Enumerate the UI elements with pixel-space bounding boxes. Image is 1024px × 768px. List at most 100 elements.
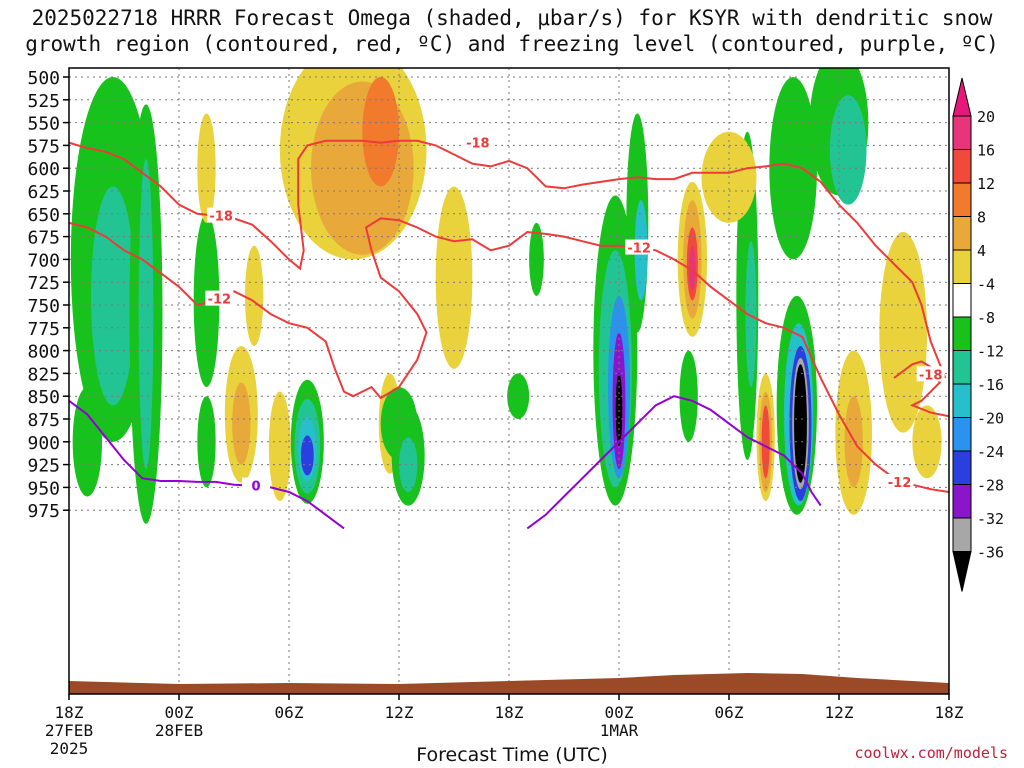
y-tick-label-625: 625 bbox=[27, 182, 60, 203]
credit-text: coolwx.com/models bbox=[854, 744, 1008, 762]
terrain-fill bbox=[69, 673, 949, 694]
omega-blob-7 bbox=[197, 396, 216, 488]
y-tick-label-875: 875 bbox=[27, 410, 60, 431]
y-tick-label-900: 900 bbox=[27, 433, 60, 454]
y-tick-label-650: 650 bbox=[27, 205, 60, 226]
x-tick-label-8: 18Z bbox=[935, 703, 964, 722]
x-tick-label-3: 12Z bbox=[385, 703, 414, 722]
contour-label-bg-2 bbox=[205, 290, 234, 306]
omega-blob-22 bbox=[435, 186, 473, 369]
colorbar-swatch-11 bbox=[952, 484, 972, 519]
y-tick-label-600: 600 bbox=[27, 159, 60, 180]
x-axis-title: Forecast Time (UTC) bbox=[416, 744, 608, 766]
y-tick-label-550: 550 bbox=[27, 114, 60, 135]
y-tick-label-725: 725 bbox=[27, 273, 60, 294]
freezing-contour-zero-a bbox=[69, 399, 345, 530]
colorbar-label-6: -8 bbox=[977, 309, 995, 327]
y-tick-label-575: 575 bbox=[27, 136, 60, 157]
x-tick-sublabel-0-0: 27FEB bbox=[45, 721, 93, 740]
colorbar-swatch-0 bbox=[952, 115, 972, 150]
omega-blob-34 bbox=[689, 245, 696, 292]
colorbar-swatch-10 bbox=[952, 450, 972, 485]
colorbar-swatch-8 bbox=[952, 383, 972, 418]
omega-blob-54 bbox=[529, 222, 544, 296]
contour-label-bg-1 bbox=[207, 207, 236, 223]
y-tick-label-775: 775 bbox=[27, 319, 60, 340]
colorbar-label-3: 8 bbox=[977, 209, 986, 227]
colorbar-swatch-7 bbox=[952, 350, 972, 385]
contour-layer: -18 -18 -12 -12 -18 -12 0 bbox=[69, 134, 949, 530]
contour-label-bg-6 bbox=[242, 477, 270, 493]
contour-label-1: -18 bbox=[209, 210, 233, 225]
colorbar-swatch-3 bbox=[952, 216, 972, 251]
y-tick-label-700: 700 bbox=[27, 250, 60, 271]
colorbar-label-1: 16 bbox=[977, 142, 995, 160]
omega-blob-41 bbox=[769, 77, 818, 260]
dgz-contour-minus12-b bbox=[893, 360, 949, 418]
colorbar-label-11: -28 bbox=[977, 477, 1004, 495]
contour-label-bg-3 bbox=[625, 239, 654, 255]
y-tick-label-950: 950 bbox=[27, 478, 60, 499]
y-tick-label-800: 800 bbox=[27, 342, 60, 363]
x-tick-label-4: 18Z bbox=[495, 703, 524, 722]
omega-blob-53 bbox=[197, 113, 216, 223]
colorbar-label-13: -36 bbox=[977, 544, 1004, 562]
omega-blob-4 bbox=[138, 159, 154, 470]
colorbar: 20 16 12 8 4 -4 -8 -12 -16 -20 -24 -28 -32 -36 bbox=[952, 77, 1004, 592]
y-tick-label-850: 850 bbox=[27, 387, 60, 408]
colorbar-top-arrow bbox=[952, 77, 972, 117]
contour-label-bg-0 bbox=[463, 134, 492, 150]
omega-blob-23 bbox=[507, 373, 530, 420]
contour-label-bg-4 bbox=[916, 366, 945, 382]
x-tick-sublabel-0-1: 2025 bbox=[50, 739, 89, 758]
colorbar-label-12: -32 bbox=[977, 510, 1004, 528]
colorbar-label-10: -24 bbox=[977, 443, 1004, 461]
colorbar-swatch-4 bbox=[952, 249, 972, 284]
omega-blob-48 bbox=[829, 95, 867, 205]
contour-label-4: -18 bbox=[919, 368, 943, 383]
y-tick-label-975: 975 bbox=[27, 501, 60, 522]
y-tick-label-750: 750 bbox=[27, 296, 60, 317]
x-tick-label-6: 06Z bbox=[715, 703, 744, 722]
x-tick-label-1: 00Z bbox=[165, 703, 194, 722]
contour-label-3: -12 bbox=[627, 242, 651, 257]
x-tick-label-7: 12Z bbox=[825, 703, 854, 722]
contour-label-bg-5 bbox=[885, 473, 914, 489]
omega-blob-6 bbox=[245, 245, 264, 347]
colorbar-bottom-arrow bbox=[952, 551, 972, 592]
y-tick-label-675: 675 bbox=[27, 228, 60, 249]
y-tick-label-500: 500 bbox=[27, 68, 60, 89]
colorbar-swatch-5 bbox=[952, 283, 972, 318]
omega-blob-46 bbox=[794, 364, 807, 483]
terrain-layer bbox=[69, 673, 949, 694]
contour-label-6: 0 bbox=[251, 480, 260, 495]
colorbar-label-7: -12 bbox=[977, 343, 1004, 361]
omega-blob-10 bbox=[268, 391, 291, 502]
colorbar-label-0: 20 bbox=[977, 108, 995, 126]
omega-blob-21 bbox=[399, 437, 418, 492]
colorbar-swatch-1 bbox=[952, 149, 972, 184]
freezing-contour-zero-b bbox=[526, 395, 822, 530]
omega-blob-16 bbox=[311, 81, 414, 255]
omega-blob-17 bbox=[362, 77, 399, 187]
colorbar-swatch-6 bbox=[952, 316, 972, 351]
omega-blob-1 bbox=[91, 186, 135, 406]
dgz-contour-minus12-a bbox=[69, 217, 949, 493]
omega-blob-14 bbox=[300, 435, 314, 476]
contour-label-0: -18 bbox=[466, 137, 490, 152]
x-tick-sublabel-1-0: 28FEB bbox=[155, 721, 203, 740]
chart-title-line1: 2025022718 HRRR Forecast Omega (shaded, … bbox=[31, 6, 993, 30]
colorbar-swatch-12 bbox=[952, 517, 972, 552]
colorbar-label-9: -20 bbox=[977, 410, 1004, 428]
x-tick-label-2: 06Z bbox=[275, 703, 304, 722]
colorbar-label-2: 12 bbox=[977, 175, 995, 193]
colorbar-swatch-9 bbox=[952, 417, 972, 452]
x-tick-sublabel-5-0: 1MAR bbox=[600, 721, 639, 740]
colorbar-label-8: -16 bbox=[977, 376, 1004, 394]
y-tick-label-925: 925 bbox=[27, 456, 60, 477]
colorbar-swatch-2 bbox=[952, 182, 972, 217]
y-tick-label-525: 525 bbox=[27, 91, 60, 112]
